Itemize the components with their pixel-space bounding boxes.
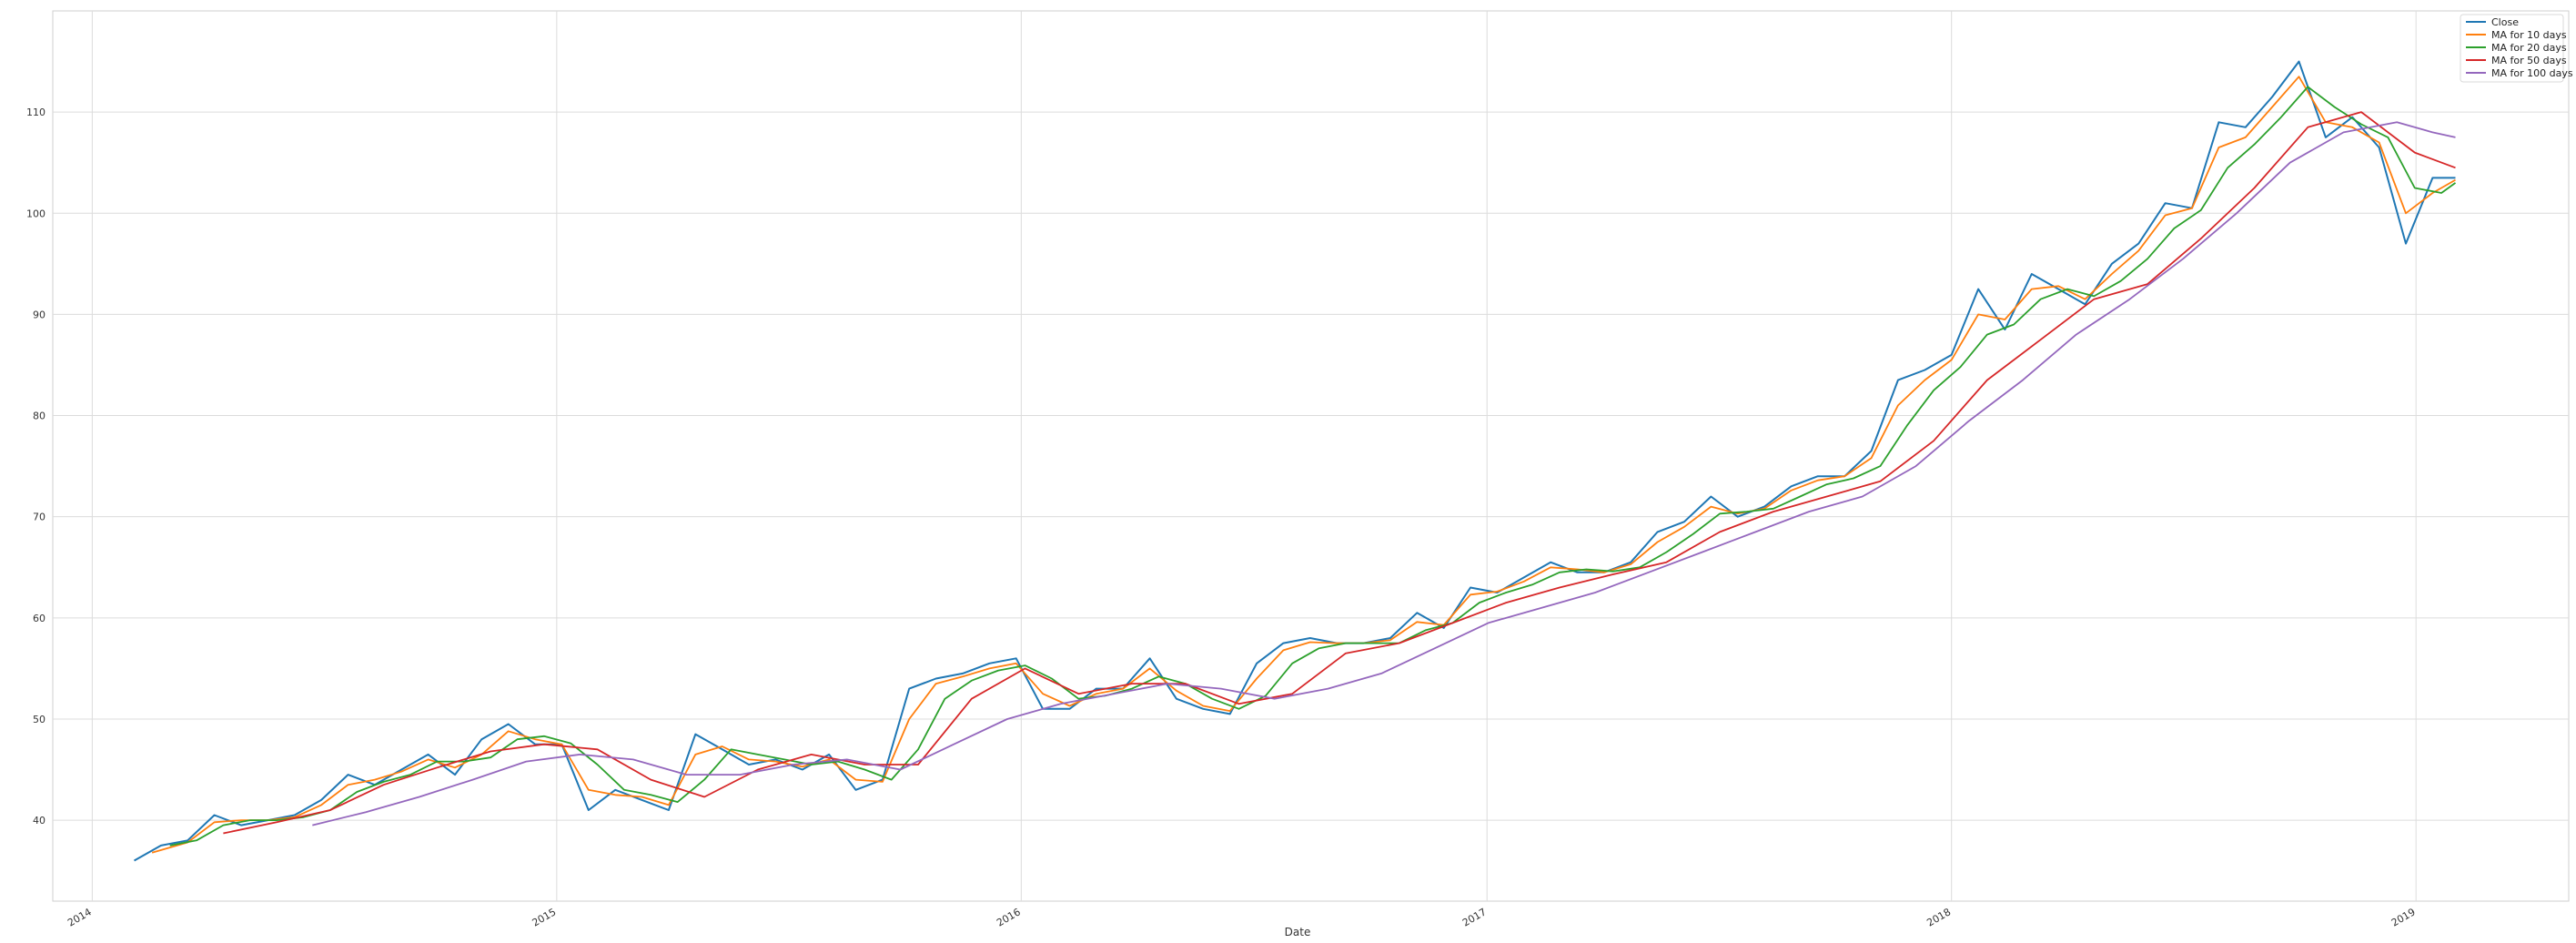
y-tick-label: 90 [33,309,45,320]
legend-label: MA for 50 days [2491,55,2567,66]
series-line-5 [312,121,2456,826]
legend-label: Close [2491,16,2519,28]
x-tick-label: 2018 [1924,906,1953,928]
x-tick-label: 2017 [1460,906,1489,928]
y-tick-label: 50 [33,714,45,725]
x-axis-label: Date [1285,926,1311,938]
series-lines [134,60,2457,862]
legend-label: MA for 10 days [2491,29,2567,41]
x-tick-label: 2015 [530,906,559,928]
legend-label: MA for 100 days [2491,67,2573,79]
y-tick-labels: 40 50 60 70 80 90 100 110 [26,106,45,826]
grid-lines [53,11,2569,901]
legend-label: MA for 20 days [2491,42,2567,54]
series-line-4 [223,111,2456,835]
y-tick-label: 60 [33,613,45,624]
series-line-3 [169,86,2457,847]
y-tick-label: 40 [33,815,45,826]
x-tick-label: 2019 [2389,906,2418,928]
series-line-2 [151,76,2456,854]
y-tick-label: 80 [33,411,45,422]
x-tick-labels: 2014 2015 2016 2017 2018 2019 [66,906,2418,928]
x-tick-label: 2014 [66,906,94,928]
plot-background [52,10,2570,902]
x-tick-label: 2016 [995,906,1023,928]
y-tick-label: 70 [33,512,45,523]
legend-box [2460,14,2564,83]
y-tick-label: 110 [26,106,45,118]
y-tick-label: 100 [26,208,45,219]
series-line-1 [134,60,2456,862]
